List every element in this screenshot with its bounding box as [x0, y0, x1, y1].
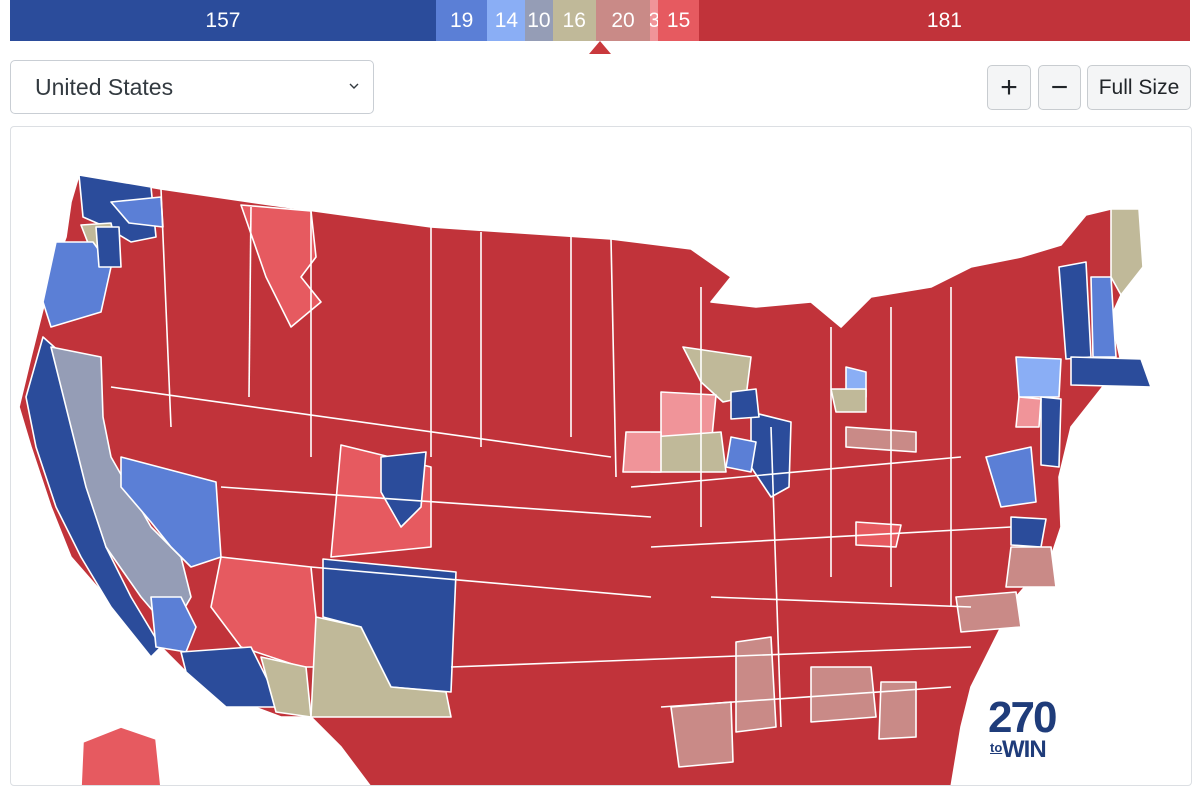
- map-region-nv-likely[interactable]: [120, 456, 222, 568]
- region-select[interactable]: United States: [10, 60, 374, 114]
- logo-to: to: [990, 740, 1003, 755]
- map-region-md-likely[interactable]: [985, 446, 1037, 508]
- logo-win: WIN: [1002, 736, 1047, 763]
- map-region-co-denver[interactable]: [380, 451, 427, 528]
- map-region-mi-tossup[interactable]: [830, 388, 867, 413]
- map-region-ma-safe-dem[interactable]: [1070, 356, 1152, 388]
- seat-segment-toss-up: 16: [552, 0, 596, 41]
- map-region-ny-lean[interactable]: [1015, 356, 1062, 398]
- map-frame: [10, 126, 1192, 786]
- map-region-or-portland[interactable]: [95, 226, 122, 268]
- map-region-il-likely[interactable]: [725, 436, 757, 473]
- map-region-nh-likely[interactable]: [1090, 276, 1117, 358]
- full-size-button[interactable]: Full Size: [1087, 65, 1191, 110]
- district-border-12: [110, 386, 612, 458]
- full-size-label: Full Size: [1098, 75, 1180, 99]
- 270towin-logo: 270 to WIN: [988, 696, 1068, 766]
- map-region-ak-likely-rep[interactable]: [80, 726, 162, 786]
- map-region-va-tilt[interactable]: [1005, 546, 1057, 588]
- map-region-ga-tilt[interactable]: [878, 681, 917, 740]
- district-border-14: [310, 566, 652, 598]
- district-border-15: [450, 646, 972, 668]
- map-region-me-tossup[interactable]: [1110, 208, 1144, 296]
- seat-segment-likely-rep: 15: [658, 0, 699, 41]
- map-region-ms-tilt[interactable]: [735, 636, 777, 733]
- seat-segment-safe-rep: 181: [698, 0, 1190, 41]
- seat-count-bar: 157 19 14 10 16 20 3 15 181: [10, 0, 1190, 41]
- seat-segment-likely-dem: 19: [435, 0, 488, 41]
- map-region-mi-detroit[interactable]: [730, 388, 760, 420]
- majority-pointer: [589, 41, 611, 54]
- zoom-in-button[interactable]: +: [987, 65, 1031, 110]
- district-border-17: [710, 596, 972, 608]
- district-border-0: [160, 188, 172, 428]
- us-district-map: [18, 174, 1152, 786]
- map-region-oh-tilt[interactable]: [845, 426, 917, 453]
- seat-segment-safe-dem: 157: [10, 0, 436, 41]
- district-border-16: [650, 526, 1012, 548]
- seat-segment-lean-dem: 14: [487, 0, 526, 41]
- map-region-ca-south[interactable]: [150, 596, 197, 653]
- district-border-13: [220, 486, 652, 518]
- chevron-down-icon: [349, 83, 359, 89]
- seat-segment-lean-rep: 3: [650, 0, 659, 41]
- map-region-va-safe-dem[interactable]: [1010, 516, 1047, 548]
- map-region-az-safe-dem[interactable]: [180, 646, 282, 708]
- zoom-out-label: −: [1050, 70, 1069, 104]
- map-region-la-tilt[interactable]: [670, 701, 734, 768]
- district-border-8: [770, 426, 782, 728]
- map-region-or-coast[interactable]: [42, 241, 112, 328]
- zoom-out-button[interactable]: −: [1038, 65, 1081, 110]
- map-region-nj-safe-dem[interactable]: [1040, 396, 1062, 468]
- logo-number: 270: [988, 693, 1057, 742]
- map-region-ia-lean-rep[interactable]: [622, 431, 662, 473]
- district-border-6: [610, 238, 617, 478]
- district-border-1: [248, 206, 252, 398]
- region-select-value: United States: [35, 73, 174, 100]
- district-border-18: [630, 456, 962, 488]
- seat-segment-tilt-dem: 10: [525, 0, 553, 41]
- district-border-19: [660, 686, 952, 708]
- seat-segment-tilt-rep: 20: [595, 0, 651, 41]
- map-region-ca-central[interactable]: [50, 346, 192, 633]
- map-region-nc-tilt[interactable]: [955, 591, 1022, 633]
- map-region-pa-lean-rep[interactable]: [1015, 396, 1042, 428]
- map-region-ia-tossup[interactable]: [650, 431, 727, 473]
- zoom-in-label: +: [1000, 70, 1018, 104]
- map-region-nm-tossup[interactable]: [310, 616, 452, 718]
